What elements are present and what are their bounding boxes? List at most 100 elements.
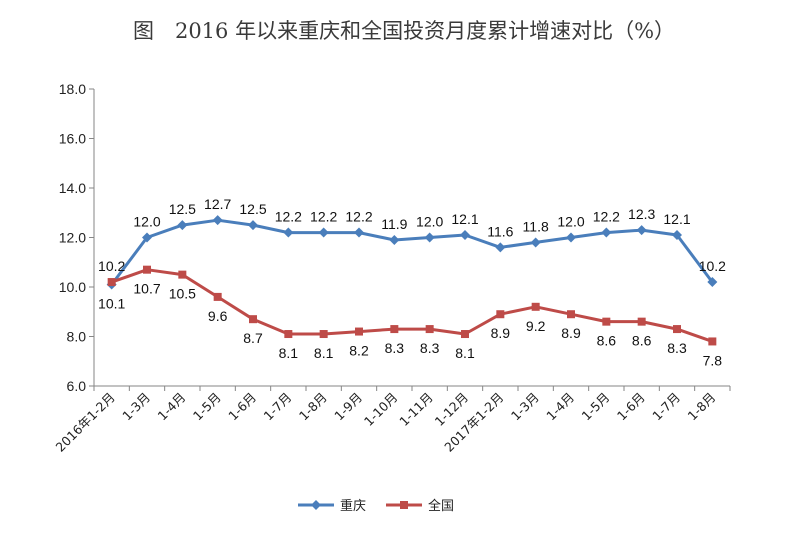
data-point <box>107 278 116 287</box>
data-point <box>142 232 152 243</box>
data-point <box>319 330 328 339</box>
x-tick-label: 1-8月 <box>685 390 719 424</box>
data-label: 12.1 <box>663 211 690 227</box>
data-point <box>672 230 682 241</box>
legend-marker <box>311 500 321 510</box>
data-point <box>637 317 646 326</box>
y-tick-label: 18.0 <box>59 81 86 97</box>
data-label: 10.2 <box>98 258 125 274</box>
data-label: 8.9 <box>561 325 581 341</box>
x-tick-label: 1-10月 <box>361 390 401 430</box>
data-label: 12.2 <box>275 209 302 225</box>
x-axis: 2016年1-2月 1-3月 1-4月 1-5月 1-6月 1-7月 1-8月 1-9月1-1… <box>53 385 731 455</box>
data-point <box>460 230 470 241</box>
data-point <box>177 220 188 231</box>
data-point <box>249 315 257 324</box>
data-label: 8.3 <box>385 340 405 356</box>
data-label: 8.1 <box>455 345 475 361</box>
legend: 重庆 全国 <box>298 498 454 514</box>
data-point <box>495 242 506 253</box>
data-label: 10.2 <box>699 258 726 274</box>
data-point <box>636 225 647 236</box>
data-point <box>284 330 293 339</box>
x-tick-label: 1-7月 <box>649 390 683 424</box>
data-label: 8.6 <box>632 333 652 349</box>
data-label: 12.7 <box>204 196 231 212</box>
data-point <box>601 227 612 238</box>
data-point <box>213 292 222 301</box>
data-label: 10.7 <box>133 281 160 297</box>
data-point <box>318 227 329 238</box>
data-label: 9.6 <box>208 308 228 324</box>
data-point <box>602 317 611 326</box>
data-point <box>425 325 434 334</box>
x-tick-label: 1-7月 <box>261 390 295 424</box>
data-label: 12.5 <box>169 201 196 217</box>
data-point <box>673 325 681 334</box>
data-label: 8.3 <box>667 340 687 356</box>
x-tick-label: 1-6月 <box>225 390 259 424</box>
data-label: 12.3 <box>628 206 655 222</box>
data-label: 11.9 <box>381 216 407 232</box>
data-label: 9.2 <box>526 318 546 334</box>
data-label: 12.2 <box>593 209 620 225</box>
data-point <box>567 310 575 319</box>
data-label: 8.9 <box>491 325 511 341</box>
data-label: 12.1 <box>451 211 478 227</box>
data-label: 12.5 <box>239 201 266 217</box>
y-axis: 6.0 8.0 10.0 12.0 14.0 16.0 18.0 <box>59 81 95 394</box>
data-label: 12.0 <box>557 214 584 230</box>
legend-label: 重庆 <box>340 498 366 514</box>
data-label: 8.3 <box>420 340 440 356</box>
data-label: 10.1 <box>98 296 125 312</box>
x-tick-label: 1-5月 <box>190 390 224 424</box>
data-label: 8.2 <box>349 343 369 359</box>
y-tick-label: 14.0 <box>59 180 86 196</box>
data-point <box>354 227 364 238</box>
data-label: 11.8 <box>523 218 549 234</box>
data-point <box>212 215 223 226</box>
x-tick-label: 1-3月 <box>119 390 153 424</box>
data-label: 8.6 <box>597 333 617 349</box>
data-point <box>496 310 505 319</box>
x-tick-label: 1-11月 <box>396 390 436 430</box>
x-tick-label: 1-6月 <box>614 390 648 424</box>
data-point <box>461 330 469 339</box>
series-line-0 <box>110 218 714 286</box>
data-label: 10.5 <box>169 286 196 302</box>
data-label: 12.0 <box>133 214 160 230</box>
y-tick-label: 16.0 <box>59 131 86 147</box>
y-tick-label: 6.0 <box>67 378 87 394</box>
x-tick-label: 1-5月 <box>579 390 613 424</box>
data-label: 7.8 <box>703 352 723 368</box>
data-point <box>566 232 576 243</box>
data-label: 12.2 <box>310 209 337 225</box>
series-lines <box>106 215 718 346</box>
data-label: 12.2 <box>345 209 372 225</box>
x-tick-label: 1-3月 <box>508 390 542 424</box>
data-point <box>178 270 187 279</box>
chart-title: 图 2016 年以来重庆和全国投资月度累计增速对比（%） <box>133 19 675 43</box>
data-label: 8.7 <box>243 330 263 346</box>
y-tick-label: 12.0 <box>59 230 86 246</box>
data-point <box>424 232 435 243</box>
data-label: 8.1 <box>279 345 299 361</box>
data-point <box>143 265 151 274</box>
y-tick-label: 10.0 <box>59 279 86 295</box>
data-label: 12.0 <box>416 214 443 230</box>
data-point <box>530 237 541 248</box>
data-point <box>248 220 258 231</box>
data-label: 8.1 <box>314 345 334 361</box>
data-point <box>390 325 399 334</box>
data-point <box>531 302 540 311</box>
x-tick-label: 2016年1-2月 <box>53 390 118 455</box>
x-tick-label: 1-4月 <box>155 390 189 424</box>
data-point <box>283 227 294 238</box>
x-tick-label: 1-4月 <box>543 390 577 424</box>
data-labels: 10.1 10.2 12.0 10.7 12.5 10.5 12.7 9.6 12.5 8.7 12… <box>98 196 726 368</box>
data-label: 11.6 <box>487 223 513 239</box>
y-tick-label: 8.0 <box>67 329 87 345</box>
legend-marker <box>400 501 408 509</box>
data-point <box>708 337 717 346</box>
